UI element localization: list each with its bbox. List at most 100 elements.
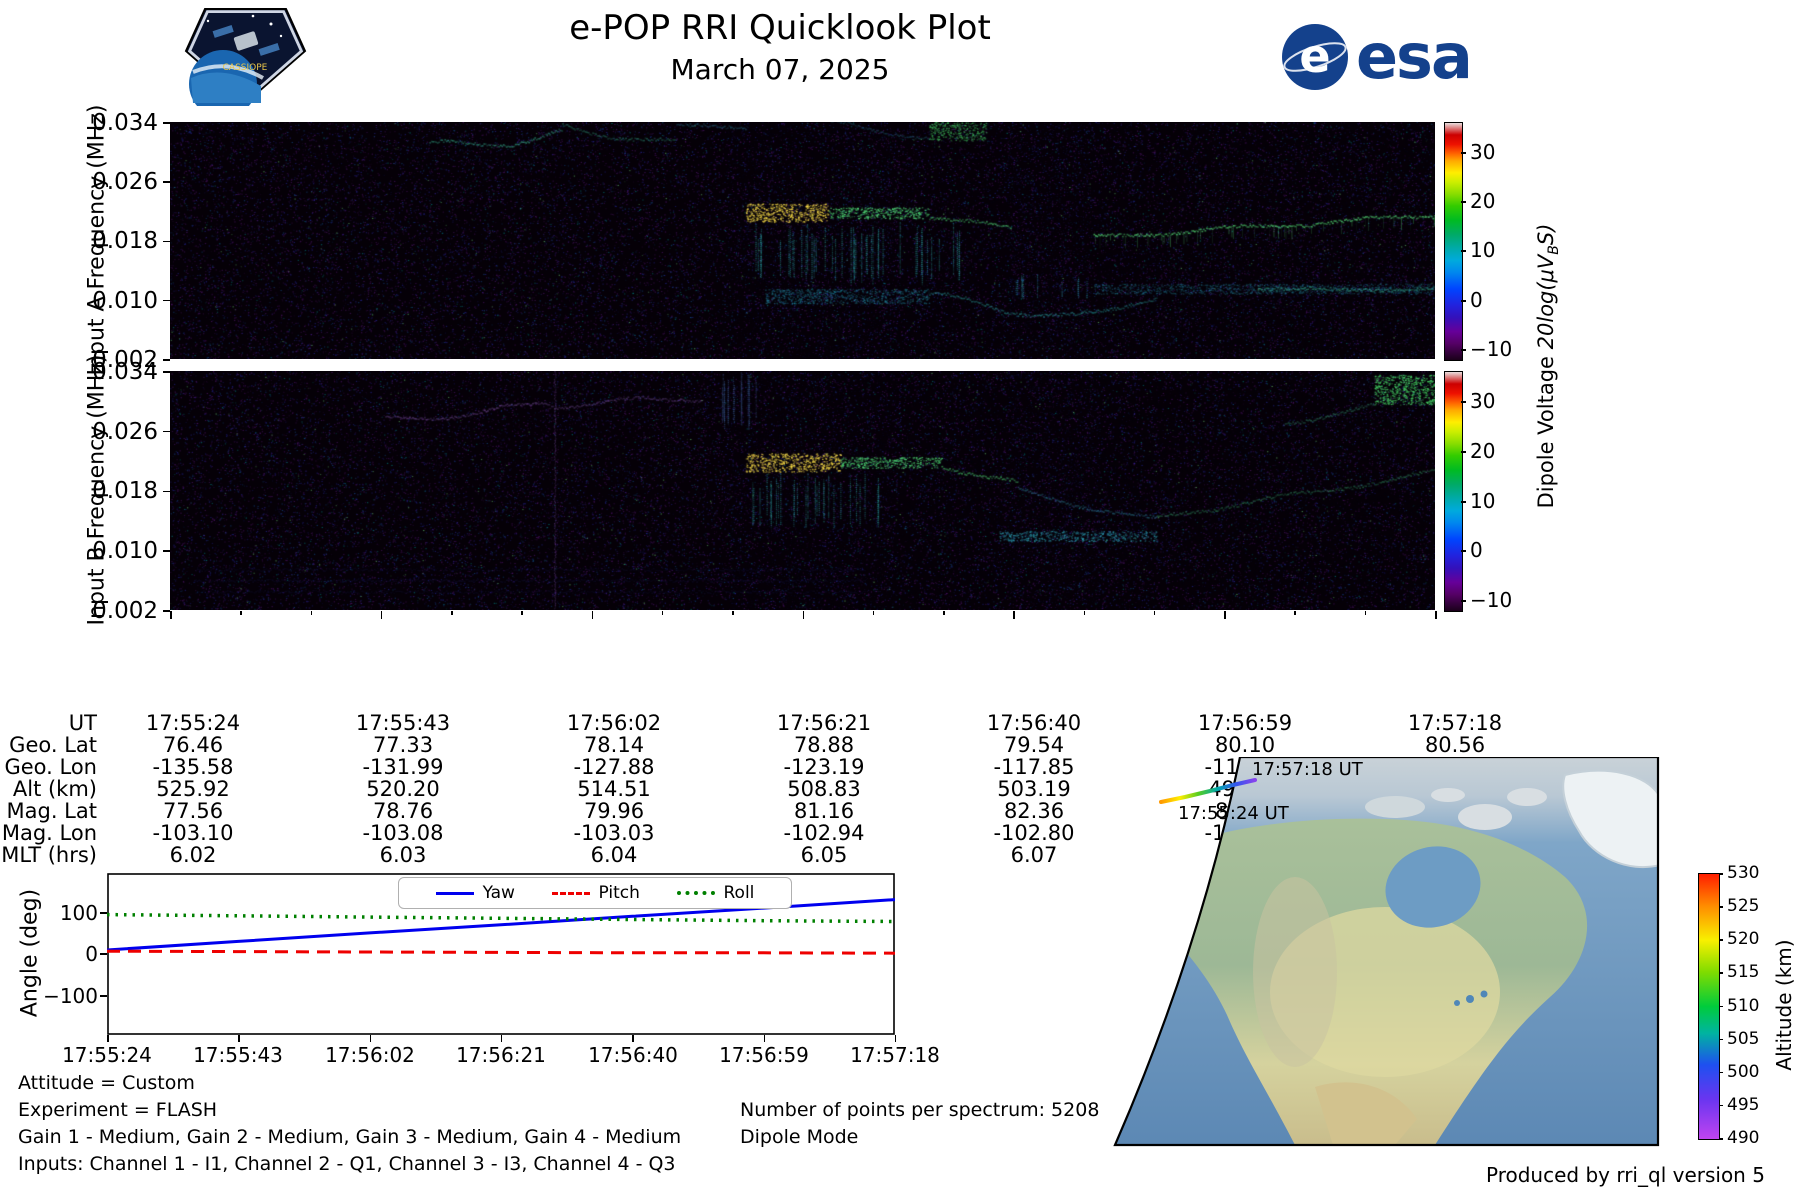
esa-wordmark: esa	[1356, 20, 1473, 93]
tick-mark	[163, 299, 170, 302]
dipole-colorbar-label: Dipole Voltage 20log(μVBS)	[1534, 224, 1562, 509]
cell: -123.19	[783, 755, 865, 779]
cell: -103.10	[152, 821, 234, 845]
cell: 17:57:18	[1407, 711, 1503, 735]
track-end-time-label: 17:57:18 UT	[1252, 759, 1364, 780]
cell: 81.16	[793, 799, 855, 823]
page-date: March 07, 2025	[670, 53, 890, 86]
tick-mark	[380, 611, 383, 619]
pitch-line	[107, 949, 895, 955]
legend-label: Yaw	[482, 883, 515, 903]
tick-mark	[1718, 906, 1723, 908]
gain-note: Gain 1 - Medium, Gain 2 - Medium, Gain 3…	[18, 1126, 682, 1148]
patch-label: CASSIOPE	[223, 63, 268, 73]
freq-tick: 0.034	[92, 110, 158, 136]
legend-item-pitch: Pitch	[551, 883, 640, 903]
cell: 79.96	[583, 799, 645, 823]
cell: 6.02	[169, 843, 217, 867]
tick-mark	[163, 181, 170, 183]
tick-mark	[894, 1035, 897, 1042]
tick-mark	[451, 611, 453, 615]
tick-mark	[802, 611, 804, 619]
spectrogram-b-canvas	[170, 371, 1435, 610]
cell: 17:56:21	[776, 711, 872, 735]
tick-mark	[240, 611, 242, 615]
cell: 6.04	[590, 843, 638, 867]
attitude-note: Attitude = Custom	[18, 1072, 195, 1094]
tick-mark	[1461, 152, 1466, 154]
tick-mark	[163, 122, 170, 124]
cell: 514.51	[577, 777, 651, 801]
cbar-tick: 0	[1470, 288, 1483, 312]
tick-mark	[1461, 550, 1466, 552]
cell: -103.08	[362, 821, 444, 845]
points-per-spectrum-note: Number of points per spectrum: 5208	[740, 1099, 1100, 1121]
alt-tick: 505	[1727, 1029, 1760, 1049]
tick-mark	[1224, 611, 1226, 619]
cell: 80.56	[1424, 733, 1486, 757]
title-block: e-POP RRI Quicklook Plot March 07, 2025	[430, 8, 1130, 86]
cell: 82.36	[1003, 799, 1065, 823]
produced-by-note: Produced by rri_ql version 5	[1486, 1163, 1765, 1187]
angle-ytick: 100	[59, 901, 98, 925]
track-start-time-label: 17:55:24 UT	[1178, 803, 1290, 824]
tick-mark	[763, 1035, 766, 1042]
freq-tick: 0.034	[92, 359, 158, 385]
svg-text:e: e	[1299, 29, 1330, 83]
tick-mark	[732, 611, 734, 615]
tick-mark	[1718, 1138, 1723, 1140]
row-label: Mag. Lat	[6, 799, 97, 823]
angle-ytick: 0	[85, 942, 98, 966]
freq-tick: 0.010	[92, 288, 158, 314]
spectrogram-a-canvas	[170, 122, 1435, 359]
cell: 503.19	[997, 777, 1071, 801]
map-geography	[1115, 757, 1658, 1145]
tick-mark	[1718, 1005, 1723, 1007]
freq-tick: 0.018	[92, 478, 158, 504]
freq-tick: 0.010	[92, 538, 158, 564]
cbar-label-text: Dipole Voltage	[1533, 349, 1558, 509]
tick-mark	[1461, 600, 1466, 602]
cell: 6.03	[379, 843, 427, 867]
tick-mark	[238, 1035, 240, 1042]
tick-mark	[1013, 611, 1015, 619]
cbar-tick: 20	[1470, 189, 1496, 213]
cell: 77.33	[372, 733, 434, 757]
tick-mark	[632, 1035, 634, 1042]
row-label: MLT (hrs)	[1, 843, 97, 867]
cbar-tick: 30	[1470, 140, 1496, 164]
cbar-tick: −10	[1470, 337, 1513, 361]
alt-tick: 500	[1727, 1062, 1760, 1082]
cell: -117.85	[993, 755, 1075, 779]
esa-globe-icon: e	[1282, 24, 1348, 90]
alt-tick: 520	[1727, 929, 1760, 949]
cell: 17:55:43	[355, 711, 451, 735]
tick-mark	[1364, 611, 1367, 615]
cbar-tick: 10	[1470, 489, 1496, 513]
alt-tick: 495	[1727, 1095, 1760, 1115]
tick-mark	[369, 1035, 372, 1042]
tick-mark	[163, 490, 170, 492]
tick-mark	[163, 240, 170, 242]
angle-ytick: −100	[43, 984, 98, 1008]
alt-tick: 515	[1727, 962, 1760, 982]
table-row: UT 17:55:24 17:55:43 17:56:02 17:56:21 1…	[0, 712, 1800, 734]
tick-mark	[591, 611, 594, 619]
roll-line-swatch	[676, 891, 715, 895]
tick-mark	[310, 611, 313, 615]
tick-mark	[100, 995, 107, 997]
alt-tick: 530	[1727, 863, 1760, 883]
cbar-label-sub: B	[1546, 245, 1563, 255]
tick-mark	[100, 953, 107, 955]
tick-mark	[1718, 1071, 1723, 1074]
tick-mark	[1083, 611, 1086, 615]
cell: -102.80	[993, 821, 1075, 845]
cell: 525.92	[156, 777, 230, 801]
tick-mark	[1461, 201, 1466, 203]
altitude-colorbar	[1698, 873, 1720, 1140]
row-label: UT	[68, 711, 97, 735]
legend-label: Roll	[723, 883, 755, 903]
tick-mark	[1718, 1038, 1723, 1041]
experiment-note: Experiment = FLASH	[18, 1099, 218, 1121]
